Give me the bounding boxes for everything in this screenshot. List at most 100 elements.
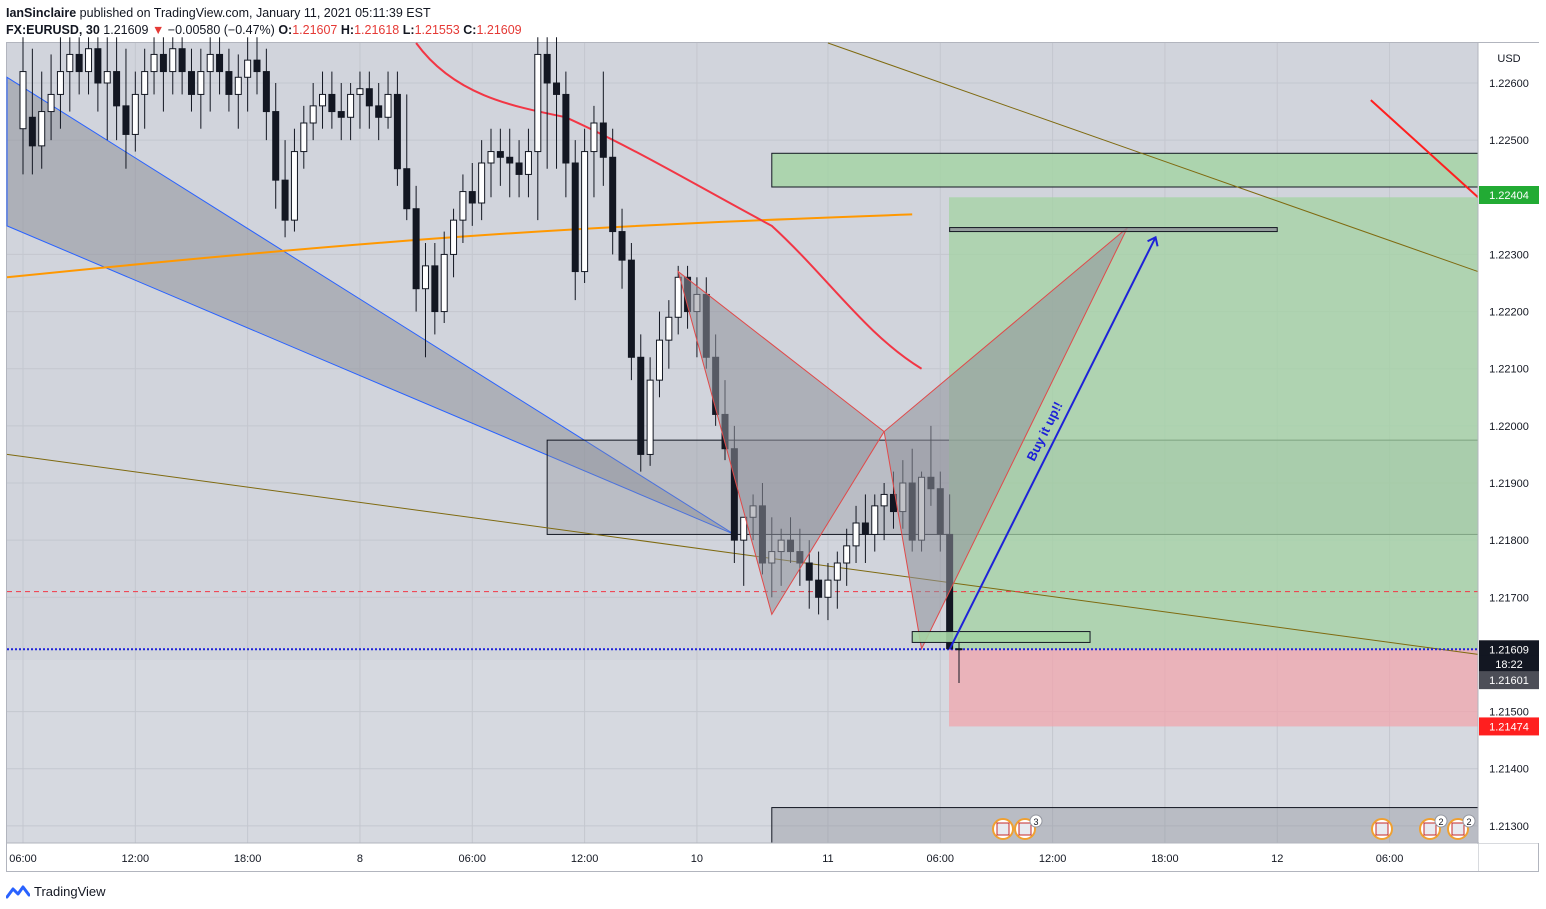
- bull-candle: [234, 76, 242, 95]
- us-flag-stripes-icon: [1423, 822, 1437, 836]
- last-price: 1.21609: [103, 23, 149, 37]
- price-tag: [1479, 640, 1539, 659]
- price-tick-label: 1.22500: [1489, 135, 1529, 147]
- event-count-badge: [1462, 814, 1476, 828]
- descending-trend-line: [6, 453, 1479, 655]
- price-tick-label: 1.22200: [1489, 307, 1529, 319]
- bear-candle: [515, 162, 523, 175]
- bear-candle: [571, 162, 579, 273]
- publisher-header: IanSinclaire published on TradingView.co…: [6, 5, 431, 22]
- time-axis-labels: 06:00 12:00 18:00 8 06:00 12:00 10 11 06:00 12:00…: [9, 853, 1403, 865]
- drawings-front: Buy it up!!: [677, 99, 1479, 651]
- bull-candle: [852, 522, 860, 547]
- time-tick-label: 8: [357, 853, 363, 865]
- bear-candle: [253, 59, 261, 73]
- bear-candle: [281, 179, 289, 221]
- bear-candle: [262, 71, 270, 113]
- us-flag-stripes-icon: [1018, 822, 1032, 836]
- bull-candle: [38, 111, 46, 147]
- bear-candle: [337, 111, 345, 118]
- price-tag-label: 1.22404: [1489, 190, 1529, 202]
- price-tag-label: 18:22: [1495, 659, 1523, 671]
- time-tick-label: 18:00: [234, 853, 262, 865]
- tradingview-logo-icon[interactable]: [6, 883, 30, 899]
- bear-candle: [178, 48, 186, 73]
- low-value: 1.21553: [414, 23, 460, 37]
- close-label: C:: [463, 23, 477, 37]
- bear-candle: [122, 105, 130, 135]
- event-count-label: 2: [1466, 817, 1471, 827]
- bull-candle: [206, 53, 214, 73]
- bear-candle: [94, 48, 102, 84]
- bear-candle: [637, 356, 645, 455]
- stop-zone: [949, 649, 1478, 727]
- brand-name[interactable]: TradingView: [34, 883, 106, 899]
- price-tag-label: 1.21601: [1489, 675, 1529, 687]
- bull-candle: [824, 579, 832, 598]
- bull-candle: [478, 162, 486, 204]
- time-tick-label: 12:00: [122, 853, 150, 865]
- bull-candle: [141, 71, 149, 95]
- bull-candle: [450, 219, 458, 255]
- bear-candle: [468, 191, 476, 204]
- time-tick-label: 06:00: [9, 853, 37, 865]
- price-tick-label: 1.21400: [1489, 764, 1529, 776]
- bull-candle: [290, 151, 298, 221]
- time-tick-label: 18:00: [1151, 853, 1179, 865]
- price-tick-label: 1.21300: [1489, 821, 1529, 833]
- price-tags: 1.22404 1.21609 18:22 1.21601 1.21474: [1479, 186, 1539, 736]
- bull-candle: [300, 122, 308, 153]
- price-tag: [1479, 717, 1539, 736]
- publish-info: published on TradingView.com, January 11…: [79, 6, 431, 20]
- bull-candle: [524, 151, 532, 175]
- bull-candle: [347, 93, 355, 118]
- symbol-name[interactable]: FX:EURUSD, 30: [6, 23, 100, 37]
- harmonic-leg-1: [677, 270, 885, 616]
- time-tick-label: 10: [691, 853, 703, 865]
- bull-candle: [19, 71, 27, 130]
- bull-candle: [665, 316, 673, 341]
- time-axis[interactable]: [7, 844, 1478, 871]
- price-axis[interactable]: [1479, 43, 1539, 843]
- wedge-pattern: [6, 76, 735, 535]
- bear-candle: [627, 259, 635, 358]
- bull-candle: [880, 493, 888, 507]
- entry-box: [911, 631, 1091, 643]
- target-line-box: [949, 227, 1278, 233]
- bear-candle: [403, 168, 411, 210]
- currency-label: USD: [1497, 53, 1520, 65]
- bull-candle: [871, 505, 879, 535]
- price-axis-labels: USD 1.22600 1.22500 1.22300 1.22200 1.22100 1.…: [1489, 53, 1529, 833]
- buy-arrow-head-icon: [1147, 235, 1159, 247]
- event-badges: 3 2 2: [992, 814, 1476, 840]
- bull-candle: [131, 93, 139, 135]
- red-arrow: [1370, 99, 1479, 199]
- bull-candle: [56, 71, 64, 95]
- bull-candle: [309, 105, 317, 124]
- bear-candle: [805, 562, 813, 581]
- bear-candle: [28, 116, 36, 147]
- event-count-label: 2: [1438, 817, 1443, 827]
- author-name[interactable]: IanSinclaire: [6, 6, 77, 20]
- bull-candle: [244, 59, 252, 78]
- bear-candle: [365, 88, 373, 107]
- bear-candle: [431, 265, 439, 313]
- low-label: L:: [402, 23, 415, 37]
- time-tick-label: 06:00: [459, 853, 487, 865]
- bear-candle: [412, 208, 420, 290]
- price-tag-label: 1.21609: [1489, 644, 1529, 656]
- event-count-label: 3: [1033, 817, 1038, 827]
- red-moving-average: [415, 42, 923, 370]
- bear-candle: [861, 522, 869, 535]
- bear-candle: [375, 105, 383, 118]
- bull-candle: [440, 253, 448, 313]
- bear-candle: [609, 156, 617, 233]
- bull-candle: [655, 339, 663, 381]
- bear-candle: [506, 156, 514, 164]
- time-tick-label: 12:00: [571, 853, 599, 865]
- bull-candle: [150, 53, 158, 73]
- upper-trend-line: [827, 42, 1479, 273]
- symbol-legend: FX:EURUSD, 30 1.21609 ▼ −0.00580 (−0.47%…: [6, 22, 522, 39]
- bear-candle: [543, 53, 551, 84]
